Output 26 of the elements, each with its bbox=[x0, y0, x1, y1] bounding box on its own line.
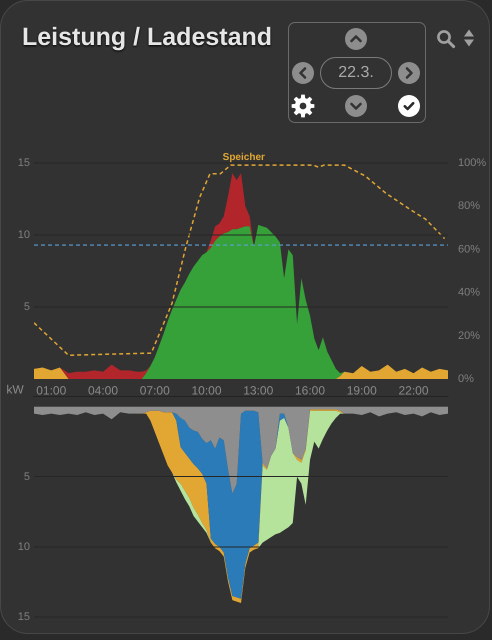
series-label: Speicher bbox=[222, 152, 265, 163]
y2-tick-label: 60% bbox=[458, 243, 480, 256]
y2-tick-label: 20% bbox=[458, 330, 480, 342]
x-tick-label: 10:00 bbox=[191, 384, 222, 398]
chart-subtitle: 22.3. bbox=[338, 64, 374, 81]
y-axis-title: kW bbox=[6, 382, 24, 396]
y-tick-label: 5 bbox=[24, 470, 30, 483]
x-tick-label: 04:00 bbox=[88, 384, 118, 398]
y2-tick-label: 40% bbox=[458, 286, 480, 299]
x-tick-label: 01:00 bbox=[36, 384, 67, 398]
x-tick-label: 19:00 bbox=[346, 384, 378, 398]
y-tick-label: 5 bbox=[24, 301, 30, 314]
y2-tick-label: 0% bbox=[458, 373, 474, 386]
y-tick-label: 15 bbox=[18, 611, 30, 624]
line-series bbox=[34, 164, 446, 356]
y2-tick-label: 80% bbox=[458, 200, 480, 212]
date-field: 22.3. bbox=[320, 57, 392, 89]
x-tick-label: 22:00 bbox=[398, 384, 429, 398]
y2-tick-label: 100% bbox=[458, 157, 486, 170]
x-tick-label: 13:00 bbox=[243, 384, 274, 398]
x-tick-label: 16:00 bbox=[294, 384, 326, 398]
y-tick-label: 10 bbox=[18, 540, 30, 553]
x-tick-label: 07:00 bbox=[140, 384, 170, 398]
y-tick-label: 15 bbox=[18, 157, 30, 170]
y-tick-label: 10 bbox=[18, 229, 30, 242]
chart-title: Leistung / Ladestand bbox=[22, 23, 272, 52]
